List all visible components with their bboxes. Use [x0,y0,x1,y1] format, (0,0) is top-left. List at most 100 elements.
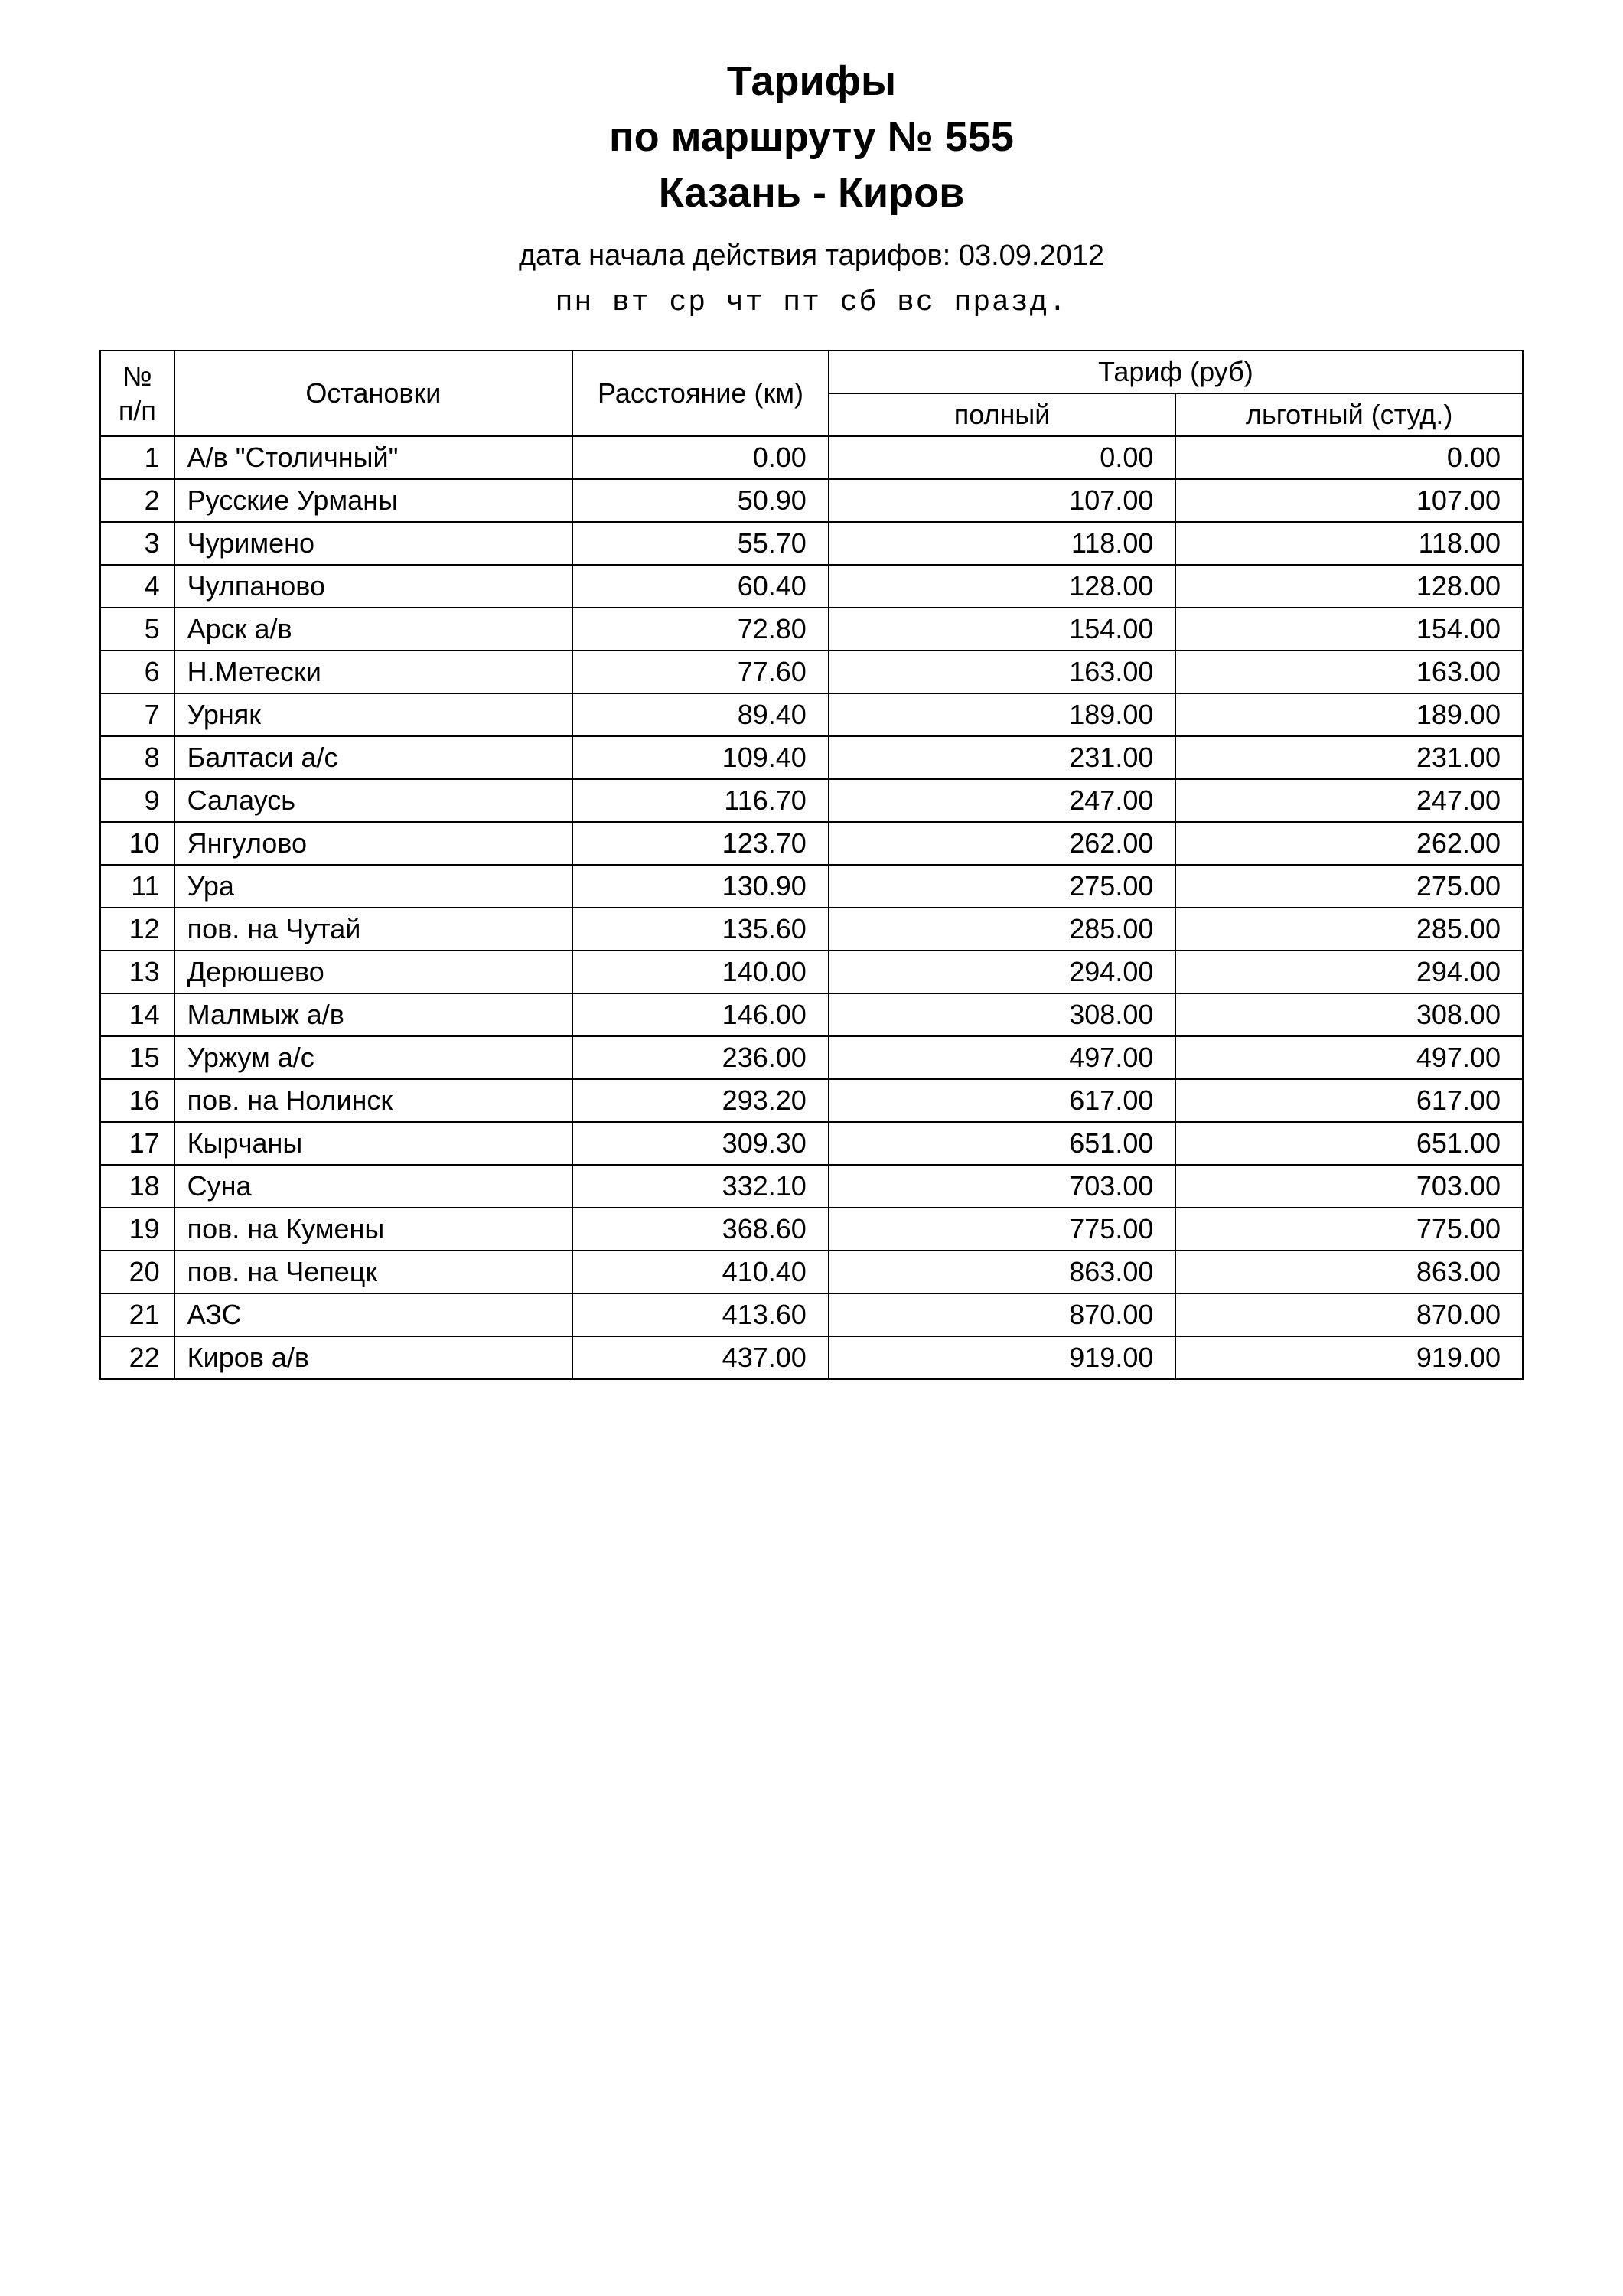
cell-distance: 123.70 [572,822,829,865]
cell-number: 19 [100,1208,174,1251]
table-row: 3Чуримено55.70118.00118.00 [100,522,1523,565]
cell-tariff-full: 118.00 [829,522,1176,565]
cell-tariff-full: 294.00 [829,951,1176,993]
cell-tariff-full: 285.00 [829,908,1176,951]
cell-tariff-discount: 497.00 [1175,1036,1523,1079]
header: Тарифы по маршруту № 555 Казань - Киров … [99,54,1524,319]
cell-stop: пов. на Кумены [174,1208,573,1251]
cell-stop: Чуримено [174,522,573,565]
table-row: 16пов. на Нолинск293.20617.00617.00 [100,1079,1523,1122]
cell-tariff-discount: 617.00 [1175,1079,1523,1122]
table-row: 20пов. на Чепецк410.40863.00863.00 [100,1251,1523,1293]
cell-distance: 332.10 [572,1165,829,1208]
cell-distance: 140.00 [572,951,829,993]
title-line-2: по маршруту № 555 [99,109,1524,165]
cell-tariff-full: 617.00 [829,1079,1176,1122]
cell-number: 11 [100,865,174,908]
cell-tariff-discount: 0.00 [1175,436,1523,479]
cell-tariff-full: 189.00 [829,693,1176,736]
cell-number: 4 [100,565,174,608]
cell-tariff-discount: 107.00 [1175,479,1523,522]
cell-number: 16 [100,1079,174,1122]
title-line-3: Казань - Киров [99,165,1524,221]
cell-tariff-full: 107.00 [829,479,1176,522]
cell-tariff-full: 919.00 [829,1336,1176,1379]
cell-tariff-discount: 118.00 [1175,522,1523,565]
col-header-number-top: № [122,360,152,392]
cell-tariff-discount: 651.00 [1175,1122,1523,1165]
cell-number: 14 [100,993,174,1036]
cell-tariff-discount: 870.00 [1175,1293,1523,1336]
cell-number: 12 [100,908,174,951]
cell-tariff-full: 0.00 [829,436,1176,479]
col-header-stop: Остановки [174,351,573,436]
table-head-row-1: № п/п Остановки Расстояние (км) Тариф (р… [100,351,1523,393]
col-header-tariff-group: Тариф (руб) [829,351,1523,393]
cell-tariff-discount: 231.00 [1175,736,1523,779]
cell-distance: 0.00 [572,436,829,479]
cell-distance: 135.60 [572,908,829,951]
cell-tariff-discount: 285.00 [1175,908,1523,951]
cell-tariff-discount: 863.00 [1175,1251,1523,1293]
cell-tariff-full: 870.00 [829,1293,1176,1336]
table-row: 13Дерюшево140.00294.00294.00 [100,951,1523,993]
cell-number: 5 [100,608,174,651]
cell-number: 15 [100,1036,174,1079]
cell-stop: Малмыж а/в [174,993,573,1036]
cell-number: 17 [100,1122,174,1165]
cell-tariff-full: 703.00 [829,1165,1176,1208]
table-row: 11Ура130.90275.00275.00 [100,865,1523,908]
cell-stop: пов. на Нолинск [174,1079,573,1122]
cell-stop: Салаусь [174,779,573,822]
cell-number: 22 [100,1336,174,1379]
table-row: 1А/в "Столичный"0.000.000.00 [100,436,1523,479]
cell-tariff-discount: 163.00 [1175,651,1523,693]
cell-number: 9 [100,779,174,822]
table-row: 6Н.Метески77.60163.00163.00 [100,651,1523,693]
cell-number: 21 [100,1293,174,1336]
cell-distance: 437.00 [572,1336,829,1379]
cell-distance: 309.30 [572,1122,829,1165]
cell-tariff-full: 128.00 [829,565,1176,608]
cell-tariff-full: 262.00 [829,822,1176,865]
cell-distance: 116.70 [572,779,829,822]
col-header-tariff-discount: льготный (студ.) [1175,393,1523,436]
table-head: № п/п Остановки Расстояние (км) Тариф (р… [100,351,1523,436]
cell-number: 2 [100,479,174,522]
table-row: 17Кырчаны309.30651.00651.00 [100,1122,1523,1165]
cell-distance: 72.80 [572,608,829,651]
table-row: 19пов. на Кумены368.60775.00775.00 [100,1208,1523,1251]
effective-date-line: дата начала действия тарифов: 03.09.2012 [99,240,1524,272]
cell-tariff-full: 231.00 [829,736,1176,779]
cell-number: 3 [100,522,174,565]
col-header-distance: Расстояние (км) [572,351,829,436]
cell-stop: пов. на Чутай [174,908,573,951]
table-row: 2Русские Урманы50.90107.00107.00 [100,479,1523,522]
col-header-number-bottom: п/п [119,395,156,426]
cell-distance: 413.60 [572,1293,829,1336]
cell-number: 20 [100,1251,174,1293]
table-row: 9Салаусь116.70247.00247.00 [100,779,1523,822]
cell-distance: 89.40 [572,693,829,736]
table-row: 10Янгулово123.70262.00262.00 [100,822,1523,865]
cell-distance: 368.60 [572,1208,829,1251]
table-row: 21АЗС413.60870.00870.00 [100,1293,1523,1336]
cell-stop: Урняк [174,693,573,736]
cell-stop: Уржум а/с [174,1036,573,1079]
cell-number: 10 [100,822,174,865]
cell-tariff-full: 497.00 [829,1036,1176,1079]
cell-tariff-full: 247.00 [829,779,1176,822]
cell-tariff-full: 154.00 [829,608,1176,651]
cell-number: 6 [100,651,174,693]
cell-tariff-full: 651.00 [829,1122,1176,1165]
table-row: 15Уржум а/с236.00497.00497.00 [100,1036,1523,1079]
cell-number: 1 [100,436,174,479]
cell-tariff-discount: 189.00 [1175,693,1523,736]
table-row: 22Киров а/в437.00919.00919.00 [100,1336,1523,1379]
cell-number: 7 [100,693,174,736]
cell-distance: 146.00 [572,993,829,1036]
cell-tariff-full: 775.00 [829,1208,1176,1251]
cell-tariff-discount: 128.00 [1175,565,1523,608]
cell-distance: 55.70 [572,522,829,565]
cell-tariff-discount: 275.00 [1175,865,1523,908]
